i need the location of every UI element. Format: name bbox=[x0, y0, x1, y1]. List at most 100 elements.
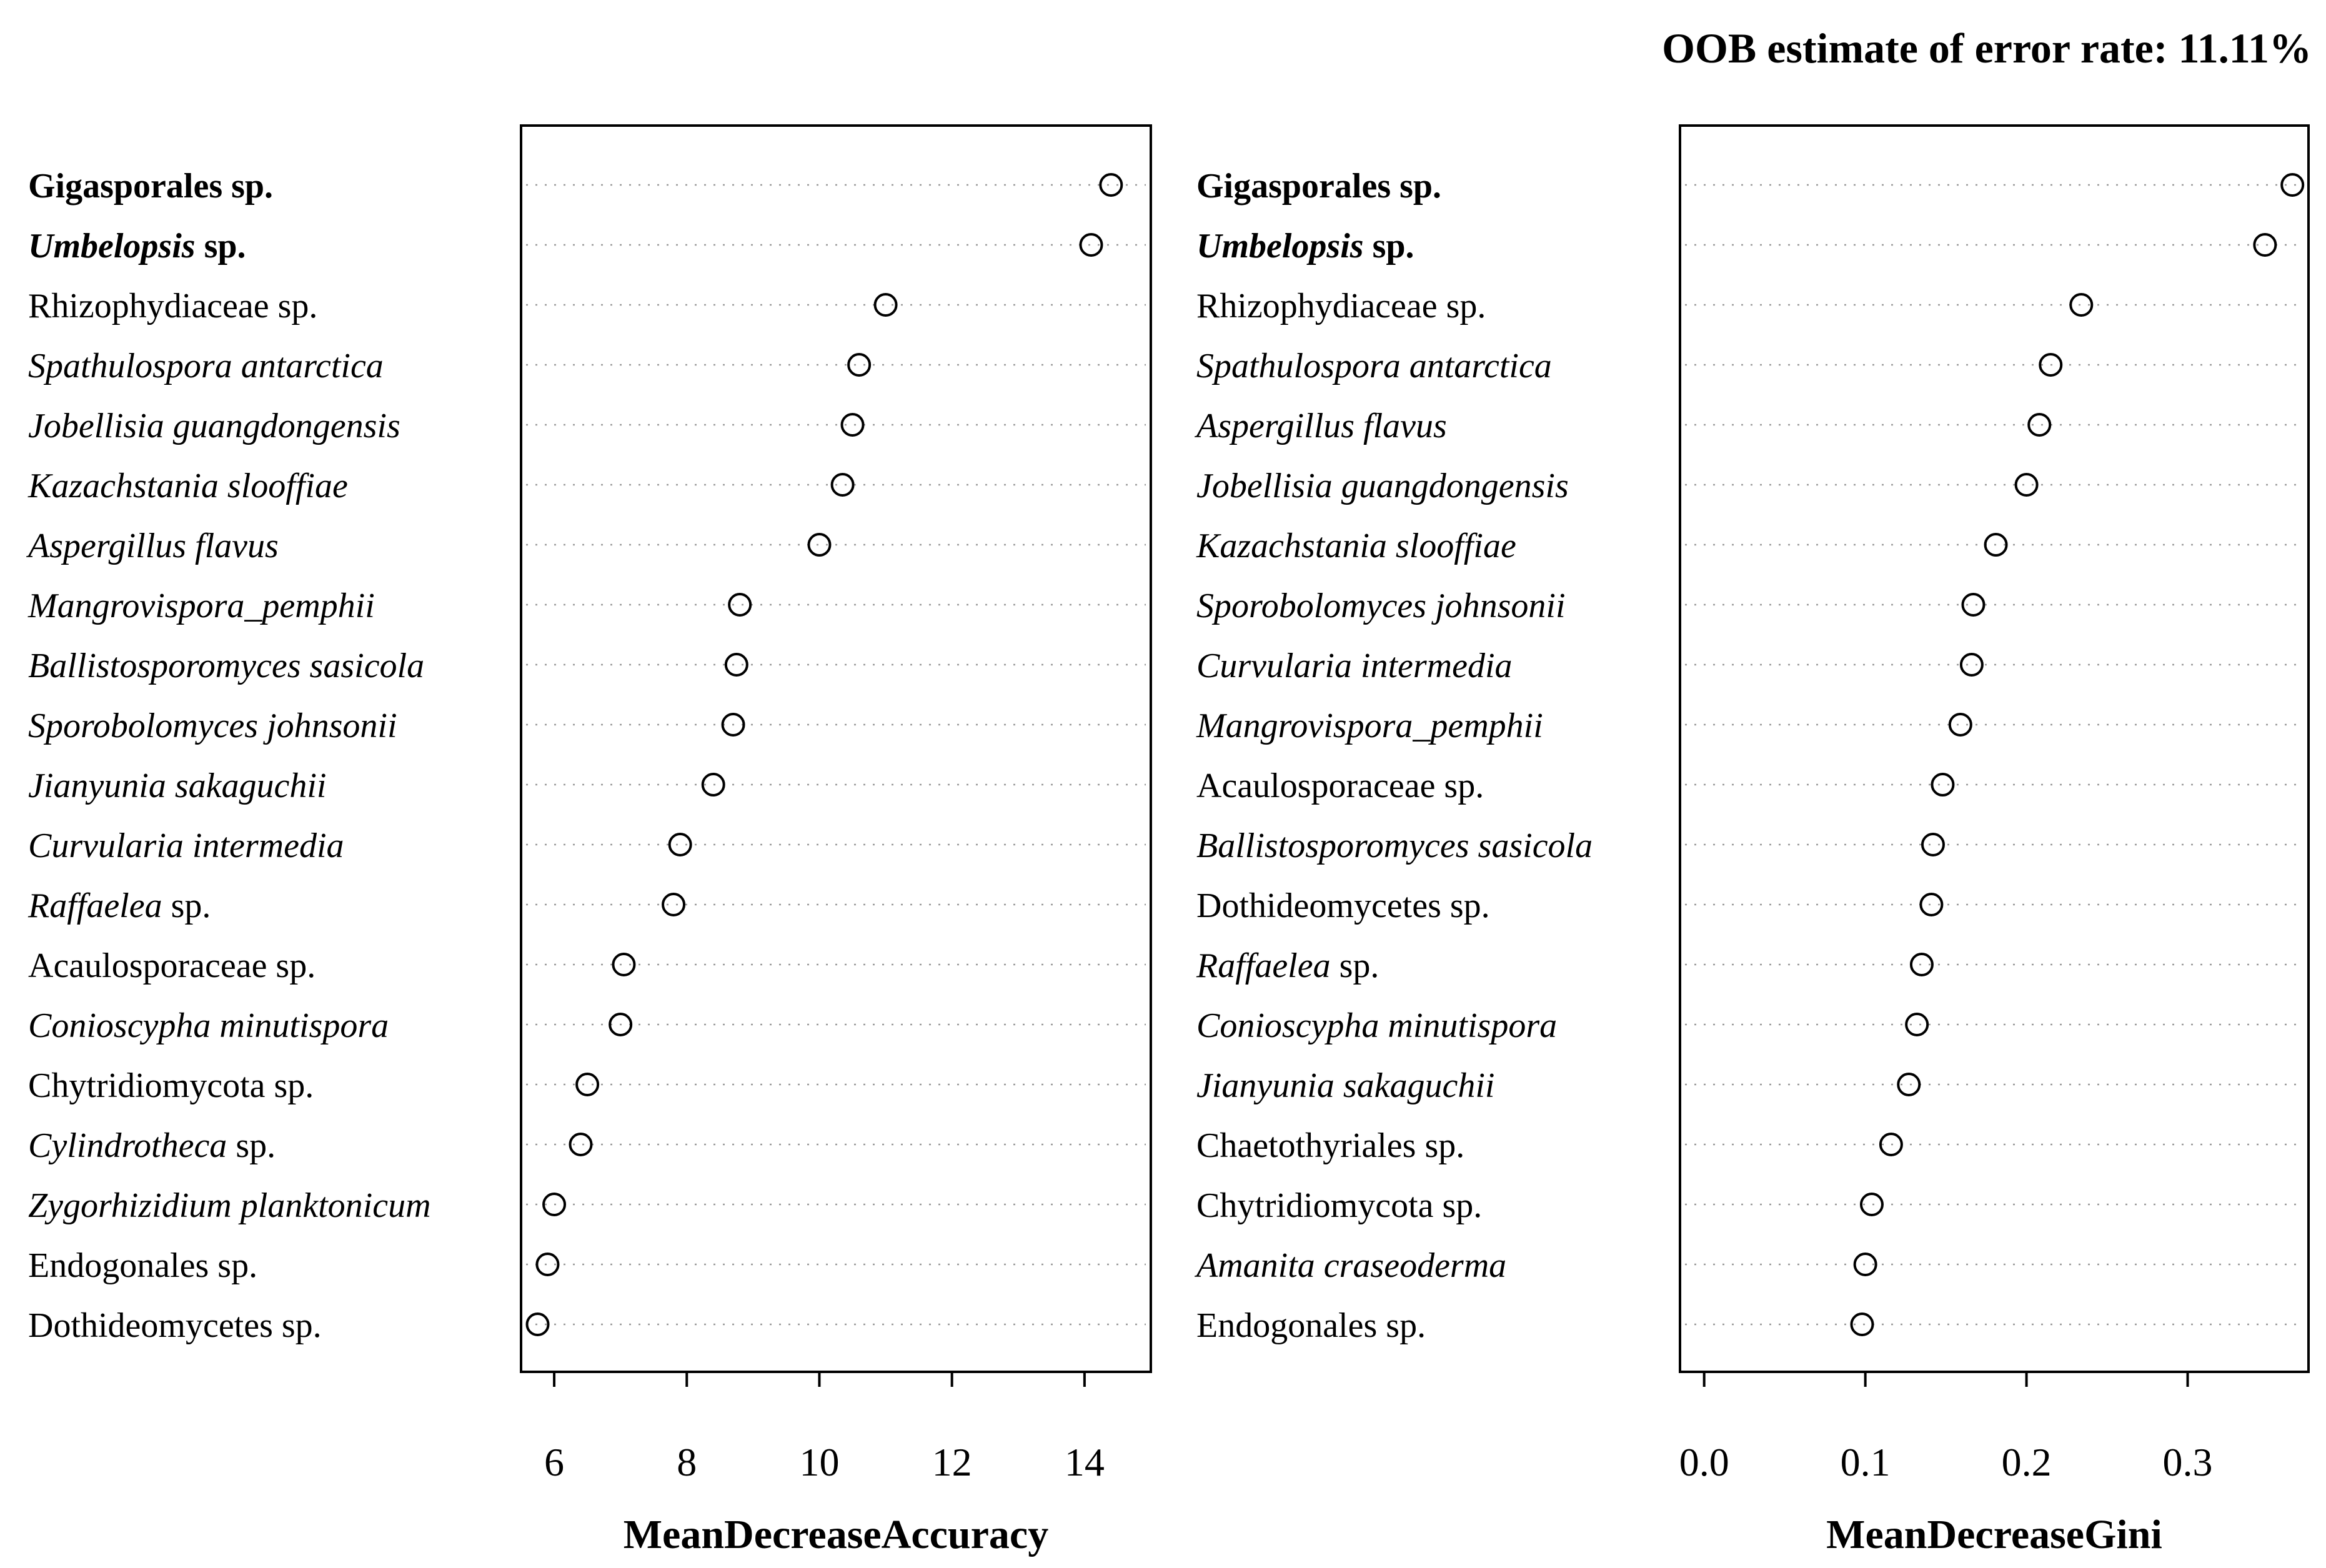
x-tick-label: 8 bbox=[677, 1440, 697, 1484]
data-point bbox=[1921, 833, 1945, 856]
data-point bbox=[847, 353, 872, 377]
taxon-name-italic: Jobellisia guangdongensis bbox=[1196, 467, 1569, 505]
taxon-name-italic: Raffaelea bbox=[1196, 946, 1331, 985]
taxon-label: Curvularia intermedia bbox=[28, 826, 344, 865]
plot-frame bbox=[1679, 124, 2310, 1373]
taxon-label: Conioscypha minutispora bbox=[28, 1006, 389, 1045]
taxon-label: Raffaelea sp. bbox=[1196, 946, 1379, 985]
taxon-name-text: Chytridiomycota sp. bbox=[28, 1066, 314, 1105]
taxon-label: Dothideomycetes sp. bbox=[1196, 886, 1490, 925]
taxon-label: Umbelopsis sp. bbox=[1196, 227, 1414, 265]
data-point bbox=[609, 1013, 633, 1036]
data-point bbox=[873, 293, 898, 317]
data-point bbox=[721, 713, 745, 737]
panel-mean-decrease-gini: Gigasporales sp. Umbelopsis sp. Rhizophydi… bbox=[1194, 124, 2310, 1557]
taxon-name-text: Rhizophydiaceae sp. bbox=[28, 287, 317, 325]
taxon-label: Conioscypha minutispora bbox=[1196, 1006, 1557, 1045]
taxon-name-text: Gigasporales sp. bbox=[1196, 167, 1441, 206]
taxon-name-italic: Kazachstania slooffiae bbox=[1196, 527, 1516, 565]
taxon-label: Raffaelea sp. bbox=[27, 886, 211, 925]
data-point bbox=[2027, 413, 2052, 437]
taxon-name-italic: Aspergillus flavus bbox=[1194, 407, 1447, 445]
taxon-label: Gigasporales sp. bbox=[28, 167, 273, 206]
x-axis-title: MeanDecreaseAccuracy bbox=[624, 1512, 1048, 1557]
taxon-name-text: Gigasporales sp. bbox=[28, 167, 273, 206]
data-point bbox=[569, 1133, 593, 1156]
taxon-name-italic: Cylindrotheca bbox=[28, 1126, 227, 1165]
taxon-label: Sporobolomyces johnsonii bbox=[1196, 587, 1566, 625]
data-point bbox=[2014, 473, 2039, 497]
data-point bbox=[1905, 1013, 1929, 1036]
data-point bbox=[1948, 713, 1972, 737]
taxon-name-italic: Umbelopsis bbox=[28, 227, 196, 265]
taxon-name-text: sp. bbox=[227, 1126, 276, 1165]
taxon-label: Kazachstania slooffiae bbox=[27, 467, 348, 505]
data-point bbox=[701, 773, 725, 796]
taxon-label: Mangrovispora_pemphii bbox=[27, 587, 375, 625]
taxon-name-text: Dothideomycetes sp. bbox=[28, 1306, 322, 1345]
taxon-name-text: sp. bbox=[1364, 227, 1414, 265]
taxon-name-text: Rhizophydiaceae sp. bbox=[1196, 287, 1486, 325]
taxon-name-italic: Ballistosporomyces sasicola bbox=[28, 647, 424, 685]
data-point bbox=[1931, 773, 1955, 796]
data-point bbox=[1853, 1253, 1877, 1276]
x-tick-label: 10 bbox=[799, 1440, 839, 1484]
data-point bbox=[1909, 953, 1934, 976]
data-point bbox=[542, 1193, 567, 1216]
taxon-label: Jianyunia sakaguchii bbox=[28, 767, 326, 805]
taxon-label: Acaulosporaceae sp. bbox=[1196, 767, 1484, 805]
taxon-label: Amanita craseoderma bbox=[1194, 1246, 1506, 1285]
data-point bbox=[830, 473, 855, 497]
x-tick-label: 14 bbox=[1065, 1440, 1105, 1484]
taxon-name-italic: Amanita craseoderma bbox=[1194, 1246, 1506, 1285]
data-point bbox=[1984, 533, 2008, 557]
data-point bbox=[1879, 1133, 1903, 1156]
x-tick-label: 12 bbox=[932, 1440, 972, 1484]
taxon-name-text: Acaulosporaceae sp. bbox=[28, 946, 316, 985]
taxon-label: Sporobolomyces johnsonii bbox=[28, 707, 397, 745]
data-point bbox=[1919, 893, 1944, 916]
taxon-name-text: sp. bbox=[162, 886, 211, 925]
taxon-label: Chytridiomycota sp. bbox=[1196, 1186, 1482, 1225]
data-point bbox=[2039, 353, 2063, 377]
data-point bbox=[1959, 653, 1984, 677]
data-point bbox=[1859, 1193, 1884, 1216]
x-tick-label: 0.0 bbox=[1679, 1440, 1729, 1484]
chart-title: OOB estimate of error rate: 11.11% bbox=[1662, 24, 2312, 72]
data-point bbox=[575, 1073, 600, 1096]
data-point bbox=[840, 413, 865, 437]
data-point bbox=[535, 1253, 560, 1276]
taxon-name-italic: Conioscypha minutispora bbox=[1196, 1006, 1557, 1045]
taxon-label: Endogonales sp. bbox=[28, 1246, 257, 1285]
taxon-name-text: sp. bbox=[196, 227, 246, 265]
data-point bbox=[724, 653, 748, 677]
taxon-label: Jianyunia sakaguchii bbox=[1196, 1066, 1494, 1105]
taxon-name-italic: Mangrovispora_pemphii bbox=[27, 587, 375, 625]
data-point bbox=[807, 533, 832, 557]
taxon-label: Gigasporales sp. bbox=[1196, 167, 1441, 206]
x-tick-label: 0.2 bbox=[2002, 1440, 2052, 1484]
taxon-name-italic: Kazachstania slooffiae bbox=[27, 467, 348, 505]
taxon-label: Chytridiomycota sp. bbox=[28, 1066, 314, 1105]
taxon-name-text: Dothideomycetes sp. bbox=[1196, 886, 1490, 925]
panel-mean-decrease-accuracy: Gigasporales sp. Umbelopsis sp. Rhizophydi… bbox=[26, 124, 1152, 1557]
taxon-label: Ballistosporomyces sasicola bbox=[28, 647, 424, 685]
taxon-label: Chaetothyriales sp. bbox=[1196, 1126, 1464, 1165]
data-point bbox=[1897, 1073, 1921, 1096]
data-point bbox=[662, 893, 686, 916]
taxon-name-text: Chaetothyriales sp. bbox=[1196, 1126, 1464, 1165]
taxon-name-text: Endogonales sp. bbox=[28, 1246, 257, 1285]
taxon-name-italic: Sporobolomyces johnsonii bbox=[1196, 587, 1566, 625]
data-point bbox=[525, 1312, 550, 1336]
taxon-label: Acaulosporaceae sp. bbox=[28, 946, 316, 985]
plot-frame bbox=[520, 124, 1152, 1373]
data-point bbox=[1850, 1312, 1874, 1336]
taxon-name-text: sp. bbox=[1331, 946, 1379, 985]
taxon-name-italic: Raffaelea bbox=[27, 886, 162, 925]
taxon-name-italic: Sporobolomyces johnsonii bbox=[28, 707, 397, 745]
taxon-name-italic: Zygorhizidium planktonicum bbox=[28, 1186, 431, 1225]
taxon-name-italic: Aspergillus flavus bbox=[26, 527, 279, 565]
taxon-label: Spathulospora antarctica bbox=[1196, 347, 1552, 385]
taxon-name-italic: Ballistosporomyces sasicola bbox=[1196, 826, 1593, 865]
data-point bbox=[2069, 293, 2094, 317]
